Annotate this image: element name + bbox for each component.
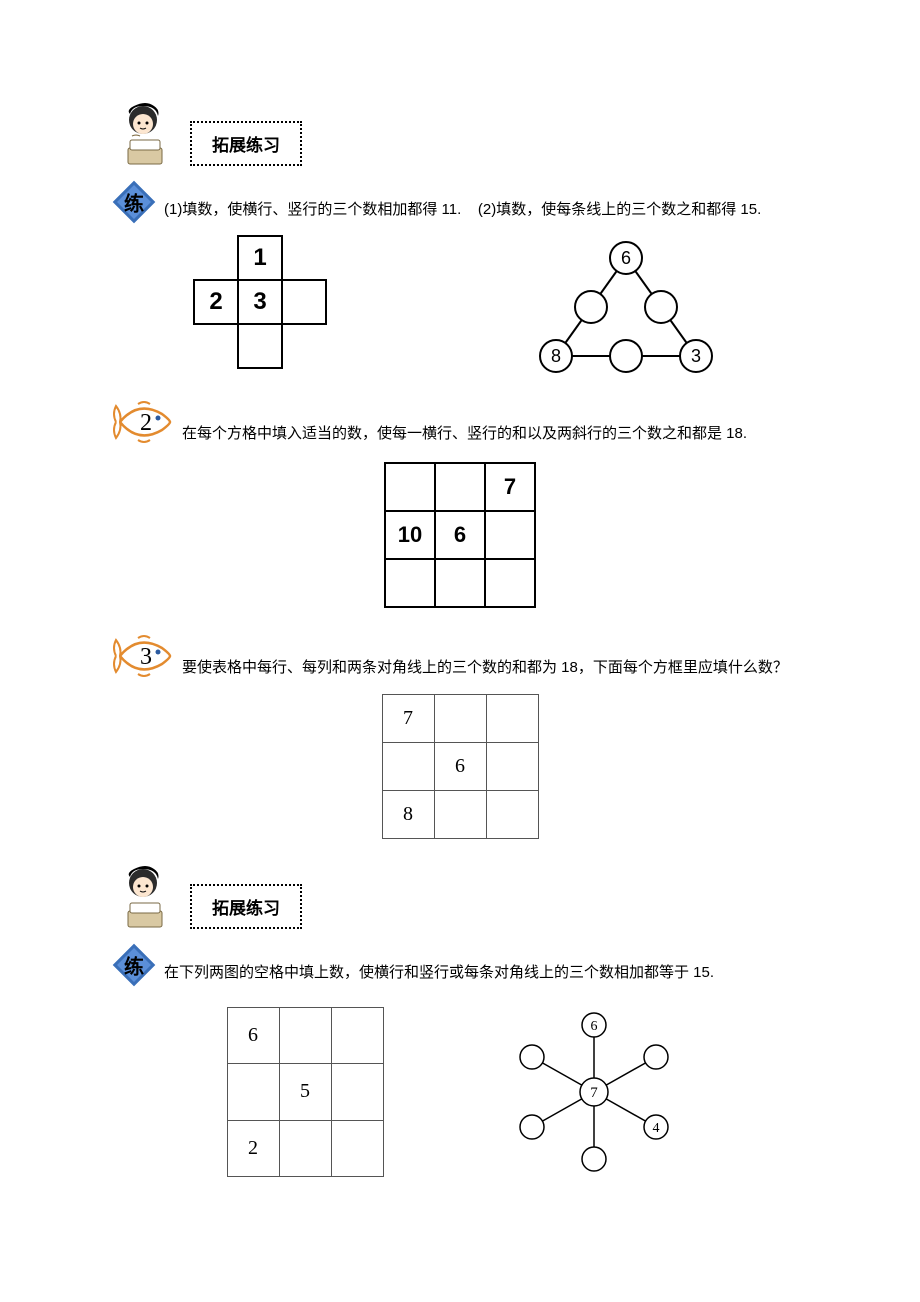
q3-c20[interactable]: 8 xyxy=(382,791,434,839)
q3-c12[interactable] xyxy=(486,743,538,791)
section-1-title-box: 拓展练习 xyxy=(190,121,302,166)
q4-c21[interactable] xyxy=(279,1120,331,1176)
q4-grid: 6 5 2 xyxy=(227,1007,384,1177)
tri-br: 3 xyxy=(691,346,701,366)
star-top: 6 xyxy=(590,1019,597,1034)
cross-left[interactable]: 2 xyxy=(193,279,239,325)
cross-figure: 1 2 3 xyxy=(194,236,326,376)
tri-mid-left[interactable] xyxy=(575,291,607,323)
child-reading-icon-2 xyxy=(110,863,180,933)
q2-c02[interactable]: 7 xyxy=(485,463,535,511)
q2-c11[interactable]: 6 xyxy=(435,511,485,559)
q2-row: 2 在每个方格中填入适当的数，使每一横行、竖行的和以及两斜行的三个数之和都是 1… xyxy=(110,394,810,450)
triangle-svg: 6 8 3 xyxy=(526,236,726,376)
q4-c01[interactable] xyxy=(279,1008,331,1064)
q4-c02[interactable] xyxy=(331,1008,383,1064)
fish-3-num: 3 xyxy=(140,644,152,670)
star-se: 4 xyxy=(652,1121,659,1136)
q2-grid: 7 10 6 xyxy=(384,462,536,608)
q3-c02[interactable] xyxy=(486,695,538,743)
cross-top[interactable]: 1 xyxy=(237,235,283,281)
q3-c00[interactable]: 7 xyxy=(382,695,434,743)
tri-mid-right[interactable] xyxy=(645,291,677,323)
cross-bottom[interactable] xyxy=(237,323,283,369)
worksheet-page: 拓展练习 练 (1)填数，使横行、竖行的三个数相加都得 11. (2)填数，使每… xyxy=(0,0,920,1237)
q1a-text: (1)填数，使横行、竖行的三个数相加都得 11. xyxy=(164,201,461,218)
q2-grid-wrap: 7 10 6 xyxy=(110,462,810,608)
q3-c11[interactable]: 6 xyxy=(434,743,486,791)
cross-center[interactable]: 3 xyxy=(237,279,283,325)
q3-c01[interactable] xyxy=(434,695,486,743)
q3-grid-wrap: 7 6 8 xyxy=(110,694,810,839)
tri-mid-bottom[interactable] xyxy=(610,340,642,372)
star-center: 7 xyxy=(590,1085,598,1101)
q1b-text: (2)填数，使每条线上的三个数之和都得 15. xyxy=(478,201,761,218)
cross-right[interactable] xyxy=(281,279,327,325)
tri-top: 6 xyxy=(621,248,631,268)
q3-grid: 7 6 8 xyxy=(382,694,539,839)
q1-text: (1)填数，使横行、竖行的三个数相加都得 11. (2)填数，使每条线上的三个数… xyxy=(164,198,761,226)
practice-badge-icon: 练 xyxy=(110,178,158,226)
q1-row: 练 (1)填数，使横行、竖行的三个数相加都得 11. (2)填数，使每条线上的三… xyxy=(110,178,810,226)
star-nw[interactable] xyxy=(520,1045,544,1069)
q2-c00[interactable] xyxy=(385,463,435,511)
fish-3-icon: 3 xyxy=(110,628,176,684)
q4-figures: 6 5 2 7 6 xyxy=(110,1007,810,1177)
child-reading-icon xyxy=(110,100,180,170)
section-2-title: 拓展练习 xyxy=(212,899,280,918)
q3-c10[interactable] xyxy=(382,743,434,791)
fish-2-num: 2 xyxy=(140,410,152,436)
q2-c20[interactable] xyxy=(385,559,435,607)
section-2-header: 拓展练习 xyxy=(110,863,810,933)
practice-badge-text: 练 xyxy=(124,188,144,217)
q4-c00[interactable]: 6 xyxy=(227,1008,279,1064)
star-ne[interactable] xyxy=(644,1045,668,1069)
star-bottom[interactable] xyxy=(582,1147,606,1171)
practice-badge-2-icon: 练 xyxy=(110,941,158,989)
section-1-title: 拓展练习 xyxy=(212,136,280,155)
q3-text: 要使表格中每行、每列和两条对角线上的三个数的和都为 18，下面每个方框里应填什么… xyxy=(182,656,788,684)
q2-c10[interactable]: 10 xyxy=(385,511,435,559)
q2-c21[interactable] xyxy=(435,559,485,607)
q3-row: 3 要使表格中每行、每列和两条对角线上的三个数的和都为 18，下面每个方框里应填… xyxy=(110,628,810,684)
practice-badge-2-text: 练 xyxy=(124,951,144,980)
cross-grid: 1 2 3 xyxy=(194,236,326,376)
star-figure: 7 6 4 xyxy=(494,1007,694,1177)
q1-figures: 1 2 3 6 8 xyxy=(110,236,810,376)
q4-c10[interactable] xyxy=(227,1064,279,1120)
q2-c22[interactable] xyxy=(485,559,535,607)
q3-c22[interactable] xyxy=(486,791,538,839)
star-sw[interactable] xyxy=(520,1115,544,1139)
q4-c12[interactable] xyxy=(331,1064,383,1120)
q4-row: 练 在下列两图的空格中填上数，使横行和竖行或每条对角线上的三个数相加都等于 15… xyxy=(110,941,810,989)
q2-c01[interactable] xyxy=(435,463,485,511)
tri-bl: 8 xyxy=(551,346,561,366)
section-1-header: 拓展练习 xyxy=(110,100,810,170)
q4-c11[interactable]: 5 xyxy=(279,1064,331,1120)
triangle-figure: 6 8 3 xyxy=(526,236,726,376)
q2-text: 在每个方格中填入适当的数，使每一横行、竖行的和以及两斜行的三个数之和都是 18. xyxy=(182,422,747,450)
section-2-title-box: 拓展练习 xyxy=(190,884,302,929)
fish-2-icon: 2 xyxy=(110,394,176,450)
q4-text: 在下列两图的空格中填上数，使横行和竖行或每条对角线上的三个数相加都等于 15. xyxy=(164,961,714,989)
q4-c22[interactable] xyxy=(331,1120,383,1176)
q3-c21[interactable] xyxy=(434,791,486,839)
q2-c12[interactable] xyxy=(485,511,535,559)
q4-c20[interactable]: 2 xyxy=(227,1120,279,1176)
